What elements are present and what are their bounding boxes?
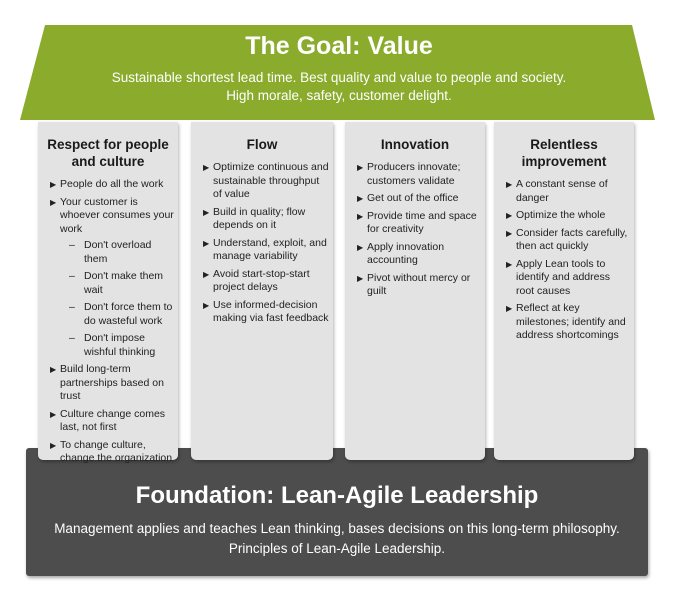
list-item-text: Reflect at key milestones; identify and … — [516, 302, 626, 341]
foundation-subtitle-line-1: Management applies and teaches Lean thin… — [54, 521, 620, 536]
triangle-bullet-icon: ▶ — [357, 211, 364, 221]
pillar-title: Relentless improvement — [521, 137, 607, 169]
list-item: ▶ Avoid start-stop-start project delays — [203, 268, 329, 295]
pillar-title: Respect for people and culture — [47, 137, 169, 169]
list-item-text: Use informed-decision making via fast fe… — [213, 298, 329, 325]
triangle-bullet-icon: ▶ — [357, 242, 364, 252]
dash-bullet-icon: – — [69, 239, 75, 251]
triangle-bullet-icon: ▶ — [50, 197, 57, 207]
triangle-bullet-icon: ▶ — [506, 211, 513, 220]
list-item: ▶ To change culture, change the organizat… — [50, 439, 174, 466]
list-item-text: Provide time and space for creativity — [367, 209, 477, 236]
list-item-text: Culture change comes last, not first — [60, 407, 166, 434]
sub-list-item: – Don't overload them — [60, 239, 174, 266]
pillar-respect-for-people: Respect for people and culture ▶ People do… — [38, 122, 178, 464]
sub-list-item: – Don't make them wait — [60, 270, 174, 297]
triangle-bullet-icon: ▶ — [203, 300, 210, 310]
list-item: ▶ Build long-term partnerships based on t… — [50, 363, 174, 404]
list-item: ▶ Your customer is whoever consumes your … — [50, 196, 174, 360]
triangle-bullet-icon: ▶ — [506, 228, 513, 238]
sub-list-item-text: Don't impose wishful thinking — [84, 332, 156, 358]
triangle-bullet-icon: ▶ — [50, 440, 57, 450]
list-item-text: Apply innovation accounting — [367, 240, 445, 267]
pillar-innovation: Innovation ▶ Producers innovate; customers… — [345, 122, 485, 460]
list-item-text: A constant sense of danger — [516, 178, 608, 204]
foundation-block — [26, 448, 648, 576]
list-item: ▶ Consider facts carefully, then act quic… — [506, 227, 630, 254]
roof-banner — [20, 25, 655, 120]
list-item-text: Your customer is whoever consumes your w… — [60, 195, 174, 235]
triangle-bullet-icon: ▶ — [50, 180, 57, 189]
list-item-text: Consider facts carefully, then act quick… — [516, 226, 628, 253]
dash-bullet-icon: – — [69, 301, 75, 313]
sub-list-item-text: Don't make them wait — [84, 270, 164, 296]
list-item-text: People do all the work — [60, 178, 164, 190]
list-item: ▶ Use informed-decision making via fast f… — [203, 299, 329, 326]
sub-list-item: – Don't force them to do wasteful work — [60, 301, 174, 328]
triangle-bullet-icon: ▶ — [357, 194, 364, 203]
list-item: ▶ Apply Lean tools to identify and addres… — [506, 258, 630, 299]
triangle-bullet-icon: ▶ — [203, 207, 210, 217]
triangle-bullet-icon: ▶ — [50, 409, 57, 419]
list-item: ▶ Provide time and space for creativity — [357, 210, 481, 237]
pillar-flow: Flow ▶ Optimize continuous and sustainable… — [191, 122, 333, 460]
list-item: ▶ A constant sense of danger — [506, 178, 630, 205]
list-item-text: Pivot without mercy or guilt — [367, 271, 471, 298]
sub-list-item-text: Don't force them to do wasteful work — [84, 301, 173, 327]
list-item: ▶ Culture change comes last, not first — [50, 408, 174, 435]
goal-title: The Goal: Value — [245, 32, 433, 60]
dash-bullet-icon: – — [69, 332, 75, 344]
list-item-text: Apply Lean tools to identify and address… — [516, 257, 610, 297]
list-item: ▶ Apply innovation accounting — [357, 241, 481, 268]
list-item-text: Optimize the whole — [516, 209, 606, 221]
list-item: ▶ Pivot without mercy or guilt — [357, 272, 481, 299]
sub-list-item-text: Don't overload them — [84, 239, 152, 265]
list-item-text: Avoid start-stop-start project delays — [213, 267, 310, 294]
roof-shape — [20, 25, 655, 120]
list-item: ▶ Understand, exploit, and manage variabi… — [203, 237, 329, 264]
list-item: ▶ Optimize the whole — [506, 209, 630, 223]
pillar-item-list: ▶ A constant sense of danger ▶ Optimize the… — [494, 178, 634, 343]
list-item-text: Understand, exploit, and manage variabil… — [213, 236, 327, 263]
list-item-text: Get out of the office — [367, 192, 459, 204]
pillar-item-list: ▶ People do all the work ▶ Your customer is… — [38, 178, 178, 466]
pillar-item-list: ▶ Producers innovate; customers validate ▶… — [345, 161, 485, 299]
list-item-text: Build in quality; flow depends on it — [213, 205, 306, 232]
triangle-bullet-icon: ▶ — [506, 304, 513, 313]
goal-subtitle-line-2: High morale, safety, customer delight. — [226, 88, 452, 103]
triangle-bullet-icon: ▶ — [203, 238, 210, 248]
foundation-title: Foundation: Lean-Agile Leadership — [135, 482, 539, 509]
sub-item-list: – Don't overload them – Don't make them wai… — [60, 239, 174, 359]
dash-bullet-icon: – — [69, 270, 75, 282]
list-item-text: To change culture, change the organizati… — [60, 438, 173, 465]
pillar-title: Innovation — [380, 137, 450, 152]
pillar-relentless-improvement: Relentless improvement ▶ A constant sense … — [494, 122, 634, 460]
triangle-bullet-icon: ▶ — [506, 180, 513, 189]
list-item: ▶ Optimize continuous and sustainable thr… — [203, 161, 329, 202]
list-item-text: Optimize continuous and sustainable thro… — [213, 161, 329, 200]
triangle-bullet-icon: ▶ — [50, 365, 57, 374]
list-item-text: Producers innovate; customers validate — [367, 161, 461, 187]
triangle-bullet-icon: ▶ — [203, 269, 210, 279]
list-item: ▶ Reflect at key milestones; identify and… — [506, 302, 630, 343]
list-item-text: Build long-term partnerships based on tr… — [60, 363, 164, 402]
triangle-bullet-icon: ▶ — [203, 163, 210, 172]
list-item: ▶ Producers innovate; customers validate — [357, 161, 481, 188]
list-item: ▶ Get out of the office — [357, 192, 481, 206]
sub-list-item: – Don't impose wishful thinking — [60, 332, 174, 359]
triangle-bullet-icon: ▶ — [357, 163, 364, 172]
list-item: ▶ Build in quality; flow depends on it — [203, 206, 329, 233]
goal-subtitle-line-1: Sustainable shortest lead time. Best qua… — [111, 70, 567, 85]
pillar-title: Flow — [246, 137, 278, 152]
triangle-bullet-icon: ▶ — [357, 273, 364, 283]
list-item: ▶ People do all the work — [50, 178, 174, 192]
pillar-item-list: ▶ Optimize continuous and sustainable thr… — [191, 161, 333, 326]
triangle-bullet-icon: ▶ — [506, 259, 513, 269]
foundation-subtitle-line-2: Principles of Lean-Agile Leadership. — [228, 541, 446, 556]
